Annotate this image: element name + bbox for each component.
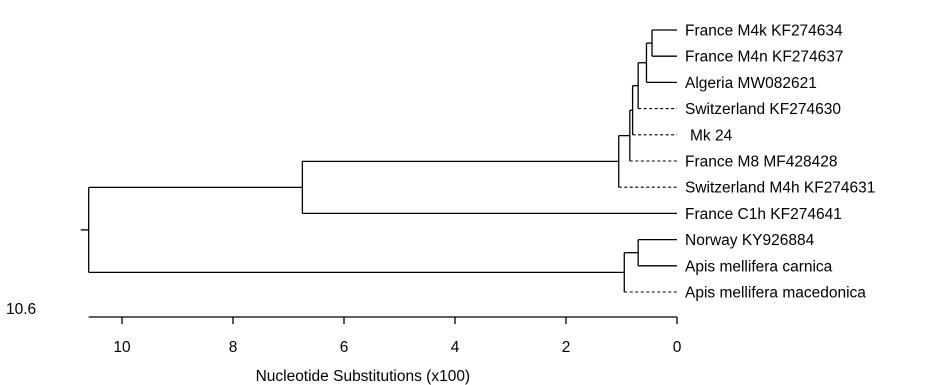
leaf-label: Switzerland M4h KF274631	[685, 180, 875, 197]
axis-ticks: 10 8 6 4 2 0	[113, 317, 682, 356]
leaf-label: Mk 24	[690, 127, 733, 144]
axis-title: Nucleotide Substitutions (x100)	[256, 368, 471, 385]
axis-max-label: 10.6	[6, 301, 36, 318]
tree-branches	[80, 29, 677, 293]
axis-tick-label: 4	[451, 339, 460, 356]
axis-tick-label: 10	[113, 339, 131, 356]
leaf-label: Apis mellifera carnica	[685, 258, 833, 275]
leaf-label: France M4k KF274634	[685, 23, 843, 40]
leaf-label: France M8 MF428428	[685, 154, 838, 171]
axis-tick-label: 2	[562, 339, 571, 356]
axis-tick-label: 6	[340, 339, 349, 356]
axis-tick-label: 0	[673, 339, 682, 356]
distance-axis: 10.6 10 8 6 4 2 0 Nucleotide Substitutions (x…	[6, 301, 682, 385]
axis-tick-label: 8	[229, 339, 238, 356]
leaf-labels: France M4k KF274634 France M4n KF274637 Al…	[685, 23, 875, 302]
leaf-label: Apis mellifera macedonica	[685, 285, 866, 302]
leaf-label: Algeria MW082621	[685, 75, 817, 92]
leaf-label: Switzerland KF274630	[685, 101, 841, 118]
leaf-label: Norway KY926884	[685, 232, 815, 249]
leaf-label: France M4n KF274637	[685, 49, 844, 66]
leaf-label: France C1h KF274641	[685, 206, 842, 223]
